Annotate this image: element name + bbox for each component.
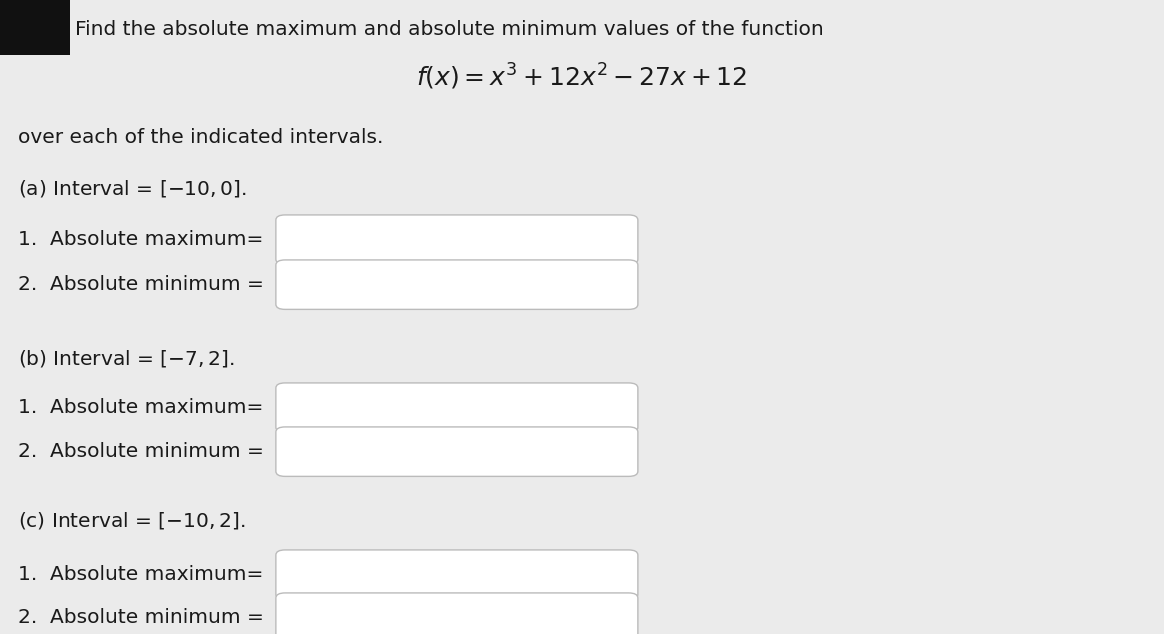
Text: 2.  Absolute minimum =: 2. Absolute minimum =	[17, 442, 264, 461]
Text: 2.  Absolute minimum =: 2. Absolute minimum =	[17, 275, 264, 294]
Text: Find the absolute maximum and absolute minimum values of the function: Find the absolute maximum and absolute m…	[74, 20, 824, 39]
FancyBboxPatch shape	[0, 0, 70, 55]
Text: over each of the indicated intervals.: over each of the indicated intervals.	[17, 128, 383, 147]
Text: (b) Interval = $[-7, 2]$.: (b) Interval = $[-7, 2]$.	[17, 348, 234, 369]
FancyBboxPatch shape	[276, 550, 638, 599]
Text: 1.  Absolute maximum=: 1. Absolute maximum=	[17, 230, 263, 249]
FancyBboxPatch shape	[276, 383, 638, 432]
Text: 1.  Absolute maximum=: 1. Absolute maximum=	[17, 565, 263, 584]
FancyBboxPatch shape	[276, 215, 638, 264]
FancyBboxPatch shape	[276, 593, 638, 634]
Text: (a) Interval = $[-10, 0]$.: (a) Interval = $[-10, 0]$.	[17, 178, 247, 199]
Text: $f(x) = x^3 + 12x^2 - 27x + 12$: $f(x) = x^3 + 12x^2 - 27x + 12$	[417, 62, 747, 92]
FancyBboxPatch shape	[276, 427, 638, 476]
Text: 2.  Absolute minimum =: 2. Absolute minimum =	[17, 608, 264, 627]
Text: (c) Interval = $[-10, 2]$.: (c) Interval = $[-10, 2]$.	[17, 510, 246, 531]
FancyBboxPatch shape	[276, 260, 638, 309]
Text: 1.  Absolute maximum=: 1. Absolute maximum=	[17, 398, 263, 417]
